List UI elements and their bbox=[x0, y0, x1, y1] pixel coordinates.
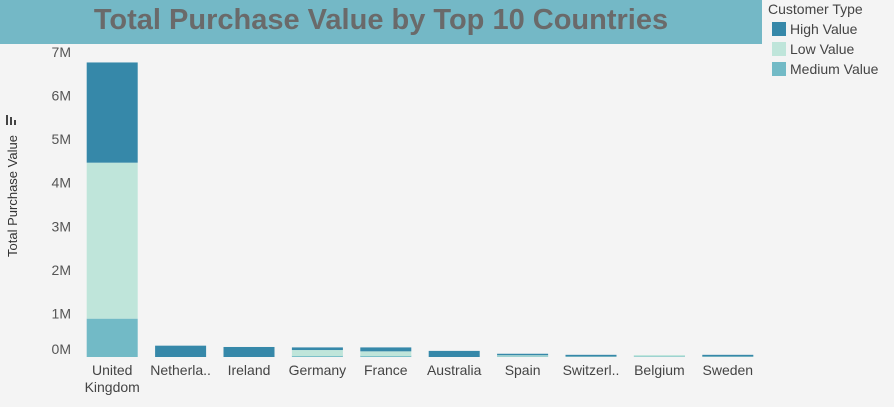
bar-segment[interactable] bbox=[86, 162, 138, 319]
legend-title: Customer Type bbox=[768, 1, 863, 17]
y-tick-label: 6M bbox=[52, 88, 71, 104]
legend-label-medium-value: Medium Value bbox=[790, 61, 879, 77]
legend-label-high-value: High Value bbox=[790, 21, 858, 37]
bar-segment[interactable] bbox=[291, 347, 343, 351]
y-tick-label: 4M bbox=[52, 175, 71, 191]
bar-segment[interactable] bbox=[291, 350, 343, 357]
sort-icon[interactable] bbox=[4, 114, 18, 126]
x-tick-label: France bbox=[364, 362, 408, 378]
x-tick-label: Australia bbox=[427, 362, 482, 378]
bar-segment[interactable] bbox=[428, 350, 480, 357]
legend-item-medium-value[interactable]: Medium Value bbox=[766, 59, 894, 79]
y-tick-label: 0M bbox=[52, 341, 71, 357]
x-tick-label: United bbox=[92, 362, 132, 378]
bar-segment[interactable] bbox=[86, 62, 138, 163]
legend-swatch-low-value bbox=[772, 42, 786, 56]
bar-segment[interactable] bbox=[497, 355, 549, 357]
legend-label-low-value: Low Value bbox=[790, 41, 855, 57]
bar-segment[interactable] bbox=[360, 347, 412, 352]
bar-segment[interactable] bbox=[86, 318, 138, 357]
x-tick-label: Germany bbox=[289, 362, 347, 378]
legend-item-low-value[interactable]: Low Value bbox=[766, 39, 894, 59]
legend-item-high-value[interactable]: High Value bbox=[766, 19, 894, 39]
x-tick-label: Netherla.. bbox=[150, 362, 211, 378]
legend-swatch-high-value bbox=[772, 22, 786, 36]
bar-segment[interactable] bbox=[291, 355, 343, 358]
bar-segment[interactable] bbox=[702, 354, 754, 357]
y-tick-label: 2M bbox=[52, 262, 71, 278]
bar-segment[interactable] bbox=[360, 351, 412, 357]
bar-segment[interactable] bbox=[497, 353, 549, 356]
legend-swatch-medium-value bbox=[772, 62, 786, 76]
bar-segment[interactable] bbox=[360, 355, 412, 358]
chart-title: Total Purchase Value by Top 10 Countries bbox=[93, 4, 669, 36]
bar-segment[interactable] bbox=[155, 345, 207, 357]
x-tick-label: Spain bbox=[505, 362, 541, 378]
x-tick-label: Sweden bbox=[703, 362, 754, 378]
title-band bbox=[0, 0, 762, 44]
y-tick-label: 1M bbox=[52, 305, 71, 321]
x-tick-label: Switzerl.. bbox=[563, 362, 620, 378]
x-tick-label: Belgium bbox=[634, 362, 685, 378]
x-tick-label: Ireland bbox=[228, 362, 271, 378]
y-tick-label: 5M bbox=[52, 131, 71, 147]
bar-segment[interactable] bbox=[565, 354, 617, 357]
bar-segment[interactable] bbox=[223, 346, 275, 357]
x-tick-label: Kingdom bbox=[85, 379, 140, 395]
y-tick-label: 3M bbox=[52, 218, 71, 234]
legend: Customer Type High Value Low Value Mediu… bbox=[766, 0, 894, 79]
y-tick-label: 7M bbox=[52, 44, 71, 60]
bar-segment[interactable] bbox=[633, 355, 685, 357]
